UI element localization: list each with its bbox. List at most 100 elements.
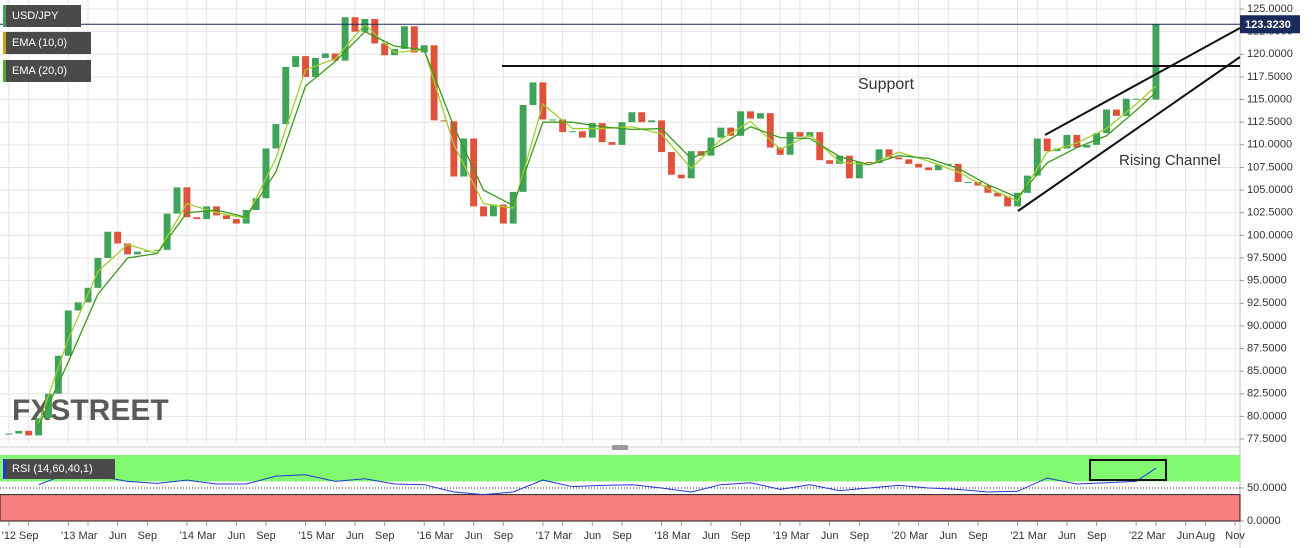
x-tick-label: '17 bbox=[536, 530, 550, 542]
legend-box bbox=[3, 60, 91, 82]
candle bbox=[25, 430, 33, 436]
candle bbox=[885, 149, 893, 158]
ema-line bbox=[37, 30, 1157, 427]
x-tick-label: Jun bbox=[1058, 530, 1076, 542]
candle bbox=[717, 127, 725, 138]
candle bbox=[153, 249, 161, 251]
candle bbox=[964, 181, 972, 183]
candle bbox=[1112, 109, 1120, 116]
candle bbox=[331, 53, 339, 61]
candle bbox=[925, 167, 932, 171]
candle bbox=[282, 66, 290, 125]
candle bbox=[1043, 138, 1051, 152]
candle bbox=[440, 120, 448, 122]
candle bbox=[855, 162, 863, 179]
candle bbox=[1152, 24, 1160, 100]
candle bbox=[470, 138, 478, 207]
legend-box bbox=[3, 459, 115, 479]
candle bbox=[658, 120, 665, 153]
candle bbox=[460, 138, 468, 177]
x-tick-label: '19 bbox=[773, 530, 787, 542]
candle bbox=[796, 132, 804, 137]
candle bbox=[549, 119, 557, 121]
y-tick-label: 95.0000 bbox=[1247, 275, 1287, 287]
legend-swatch bbox=[3, 459, 6, 479]
candle bbox=[1033, 138, 1041, 176]
y-tick-label: 117.5000 bbox=[1247, 71, 1292, 83]
candle bbox=[341, 17, 349, 61]
x-tick-label: Jun bbox=[465, 530, 483, 542]
x-tick-label: '14 bbox=[180, 530, 194, 542]
candle bbox=[410, 26, 418, 53]
candle bbox=[588, 123, 596, 138]
candle bbox=[35, 418, 43, 436]
legend-box bbox=[3, 32, 91, 54]
candle bbox=[776, 147, 784, 155]
candle bbox=[143, 250, 151, 252]
x-tick-label: Sep bbox=[968, 530, 988, 542]
x-tick-label: Sep bbox=[612, 530, 632, 542]
y-tick-label: 82.5000 bbox=[1247, 388, 1287, 400]
y-tick-label: 87.5000 bbox=[1247, 342, 1287, 354]
x-tick-label: Jun bbox=[227, 530, 245, 542]
legend-box bbox=[3, 5, 81, 27]
y-tick-label: 110.0000 bbox=[1247, 139, 1292, 151]
candle bbox=[213, 206, 221, 216]
y-tick-label: 77.5000 bbox=[1247, 433, 1287, 445]
x-tick-label: Sep bbox=[138, 530, 158, 542]
candle bbox=[865, 162, 873, 164]
x-tick-label: Mar bbox=[1146, 530, 1165, 542]
candle bbox=[1063, 134, 1071, 149]
x-tick-label: Nov bbox=[1225, 530, 1245, 542]
candle bbox=[628, 112, 636, 123]
candle bbox=[183, 187, 191, 218]
candle bbox=[1004, 196, 1012, 207]
candle bbox=[272, 124, 280, 149]
y-tick-label: 107.5000 bbox=[1247, 161, 1293, 173]
x-tick-label: Jun bbox=[1177, 530, 1195, 542]
candle bbox=[54, 355, 62, 394]
candle bbox=[529, 82, 537, 106]
panel-handle bbox=[612, 445, 628, 450]
candle bbox=[766, 113, 774, 148]
x-tick-label: Sep bbox=[375, 530, 395, 542]
candle bbox=[133, 251, 141, 255]
oversold-zone bbox=[0, 494, 1241, 522]
candle bbox=[1083, 144, 1091, 148]
y-tick-label: 112.5000 bbox=[1247, 116, 1292, 128]
candle bbox=[124, 243, 132, 255]
candle bbox=[480, 206, 488, 217]
y-tick-label: 50.0000 bbox=[1247, 482, 1287, 494]
candle bbox=[944, 163, 952, 165]
y-tick-label: 90.0000 bbox=[1247, 320, 1287, 332]
x-tick-label: Jun bbox=[702, 530, 720, 542]
x-tick-label: '18 bbox=[654, 530, 668, 542]
candle bbox=[895, 157, 903, 160]
candle bbox=[816, 132, 824, 161]
candle bbox=[15, 430, 23, 434]
y-tick-label: 115.0000 bbox=[1247, 93, 1292, 105]
candle bbox=[321, 53, 329, 58]
x-tick-label: Mar bbox=[197, 530, 216, 542]
x-tick-label: Sep bbox=[1087, 530, 1107, 542]
candle bbox=[826, 160, 834, 164]
candle bbox=[222, 215, 230, 220]
x-tick-label: '16 bbox=[417, 530, 431, 542]
candle bbox=[915, 163, 923, 168]
y-tick-label: 120.0000 bbox=[1247, 48, 1293, 60]
x-tick-label: Sep bbox=[256, 530, 276, 542]
candle bbox=[638, 112, 646, 123]
x-tick-label: '12 bbox=[2, 530, 16, 542]
candle bbox=[489, 204, 497, 217]
candle bbox=[450, 121, 458, 177]
legend-label: EMA (10,0) bbox=[12, 37, 67, 49]
candle bbox=[499, 204, 507, 224]
candle bbox=[371, 19, 379, 44]
channel-lower bbox=[1017, 56, 1241, 212]
candle bbox=[954, 163, 962, 182]
y-tick-label: 102.5000 bbox=[1247, 207, 1293, 219]
candle bbox=[1053, 148, 1061, 152]
last-price-label: 123.3230 bbox=[1245, 19, 1291, 31]
candle bbox=[578, 131, 586, 138]
candle bbox=[1073, 134, 1081, 148]
